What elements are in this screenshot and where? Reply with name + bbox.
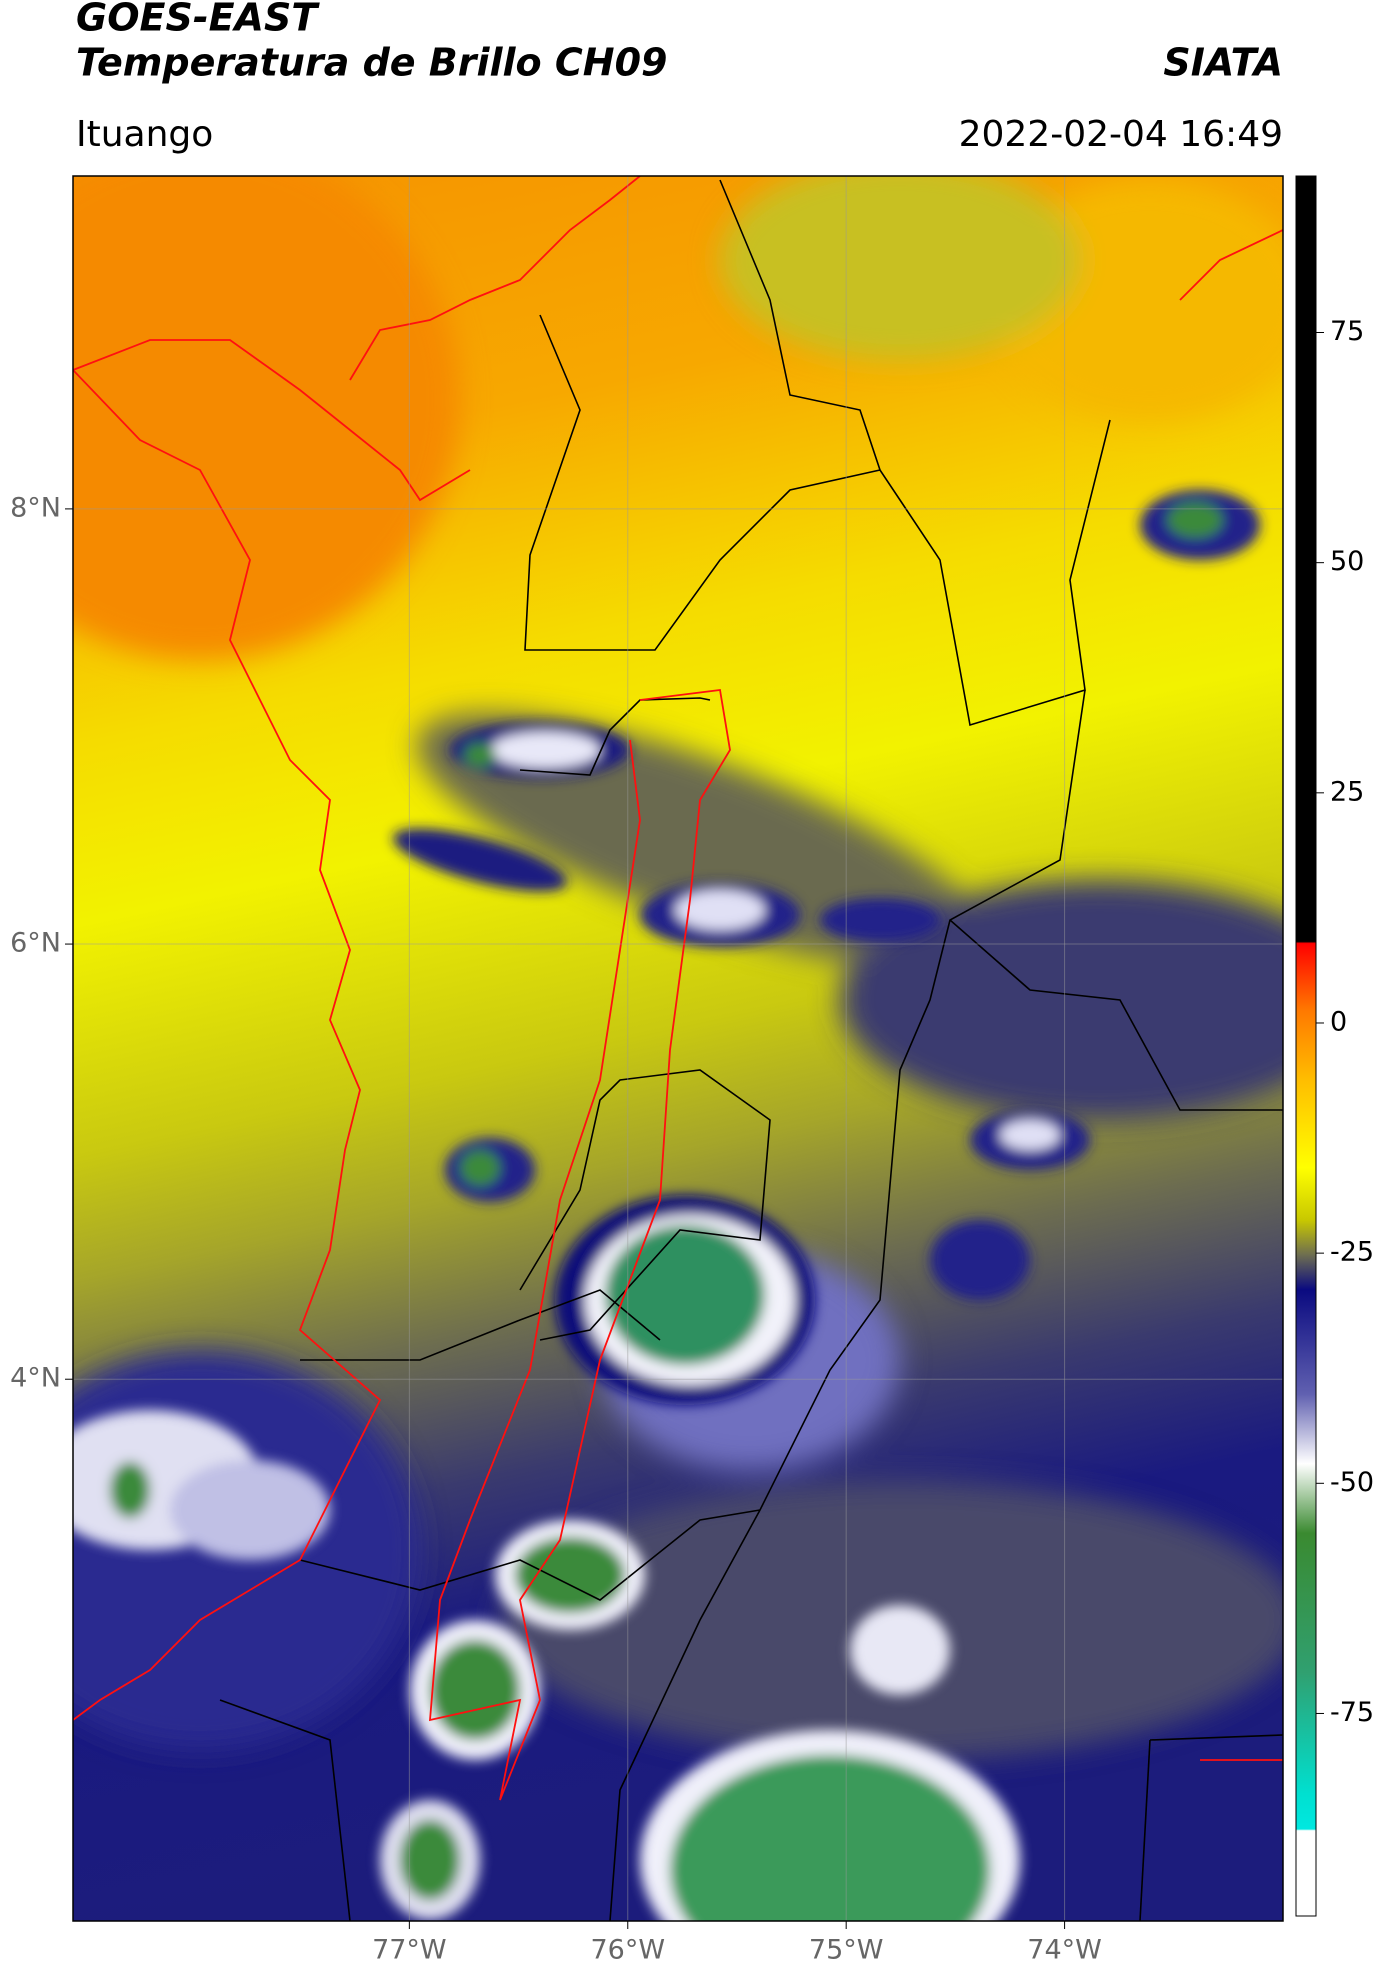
location: Ituango — [76, 114, 213, 155]
colorbar-tick-label: -25 — [1330, 1237, 1374, 1268]
colorbar-tick-label: -75 — [1330, 1697, 1374, 1728]
brand: SIATA — [1163, 41, 1283, 85]
y-tick-label: 6°N — [10, 928, 61, 959]
x-tick-label: 75°W — [809, 1935, 884, 1966]
y-tick-label: 4°N — [10, 1363, 61, 1394]
y-tick-label: 8°N — [10, 492, 61, 523]
colorbar-tick-label: -50 — [1330, 1467, 1374, 1498]
colorbar-tick-label: 75 — [1330, 316, 1364, 347]
x-tick-label: 74°W — [1027, 1935, 1102, 1966]
title: GOES-EAST — [76, 0, 320, 40]
map-frame — [72, 175, 1284, 1922]
datetime: 2022-02-04 16:49 — [959, 114, 1283, 155]
colorbar-tick-label: 50 — [1330, 546, 1364, 577]
x-tick-label: 77°W — [372, 1935, 447, 1966]
x-tick-label: 76°W — [590, 1935, 665, 1966]
satellite-image — [73, 176, 1283, 1921]
colorbar-tick-label: 0 — [1330, 1006, 1347, 1037]
colorbar-tick-label: 25 — [1330, 776, 1364, 807]
colorbar — [1295, 175, 1317, 1917]
grid — [73, 176, 1283, 1921]
subtitle: Temperatura de Brillo CH09 — [76, 41, 667, 85]
